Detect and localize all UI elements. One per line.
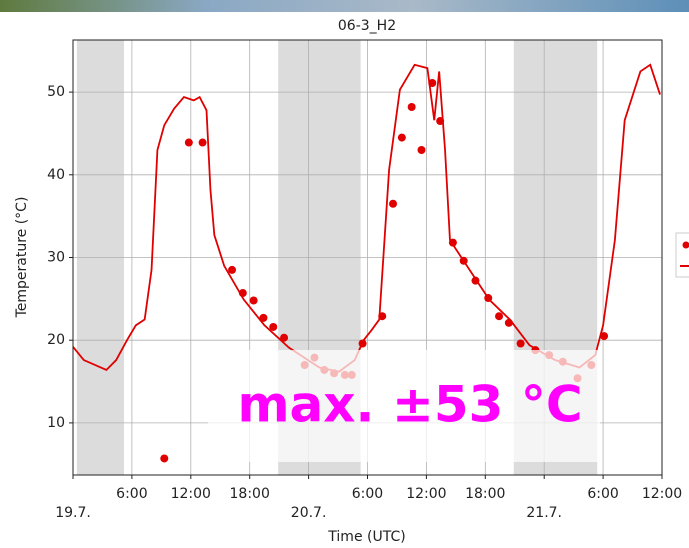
background-photo — [0, 0, 689, 12]
measurement-point — [417, 145, 426, 154]
plot-frame — [72, 39, 663, 476]
measurement-point — [249, 296, 258, 305]
y-tick-label: 50 — [47, 84, 65, 100]
measurement-point — [198, 138, 207, 147]
annotation-backdrop — [208, 350, 600, 462]
x-tick-label: 18:00 — [465, 486, 505, 502]
measurement-point — [269, 322, 278, 331]
legend-marker — [682, 241, 689, 249]
x-tick-label: 18:00 — [230, 486, 270, 502]
measurement-point — [259, 313, 268, 322]
measurement-point — [516, 339, 525, 348]
annotation: max. ±53 °C — [237, 376, 582, 434]
measurement-point — [160, 454, 169, 463]
y-axis-label: Temperature (°C) — [14, 197, 30, 319]
y-tick-label: 30 — [47, 250, 65, 266]
y-tick-label: 10 — [47, 415, 65, 431]
measurement-point — [280, 333, 289, 342]
x-tick-label: 12:00 — [406, 486, 446, 502]
x-tick-label: 21.7. — [526, 505, 562, 521]
x-tick-label: 12:00 — [171, 486, 211, 502]
measurement-point — [600, 332, 609, 341]
x-tick-label: 20.7. — [291, 505, 327, 521]
x-tick-label: 12:00 — [642, 486, 682, 502]
chart-title: 06-3_H2 — [338, 18, 396, 34]
x-tick-label: 6:00 — [587, 486, 618, 502]
x-tick-label: 6:00 — [116, 486, 147, 502]
measurement-point — [407, 102, 416, 111]
x-tick-label: 6:00 — [352, 486, 383, 502]
measurement-point — [184, 138, 193, 147]
legend — [675, 232, 689, 278]
y-tick-label: 20 — [47, 332, 65, 348]
x-axis-label: Time (UTC) — [327, 529, 405, 545]
measurement-point — [389, 199, 398, 208]
measurement-point — [495, 312, 504, 321]
measurement-point — [397, 133, 406, 142]
x-tick-label: 19.7. — [55, 505, 91, 521]
measurement-point — [228, 265, 237, 274]
y-tick-label: 40 — [47, 167, 65, 183]
